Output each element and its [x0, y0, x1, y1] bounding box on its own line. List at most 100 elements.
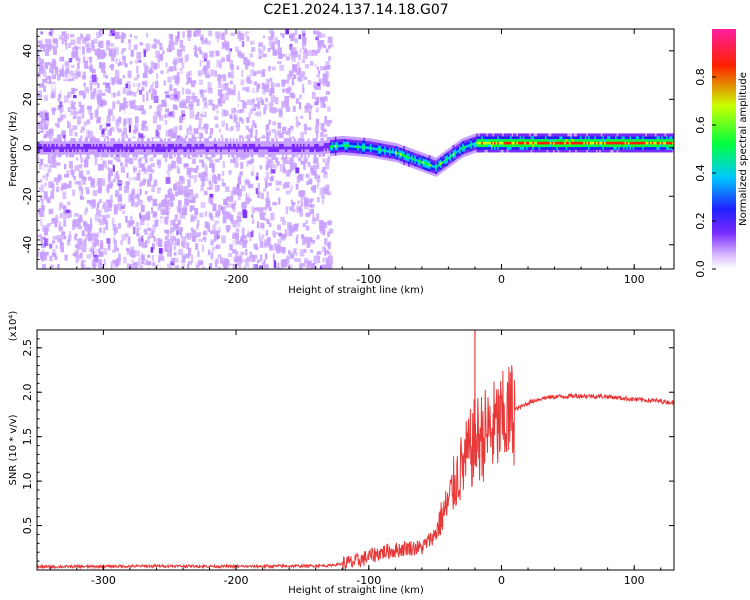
ridge-cell: [306, 146, 309, 150]
ridge-cell: [318, 143, 322, 147]
noise-cell: [57, 134, 61, 141]
noise-cell: [71, 104, 75, 110]
ridge-cell: [583, 149, 586, 153]
ridge-cell: [452, 155, 455, 159]
noise-cell: [98, 262, 103, 269]
ridge-cell: [326, 137, 330, 141]
ridge-cell: [538, 146, 541, 150]
noise-cell: [110, 194, 113, 202]
noise-cell: [209, 169, 214, 175]
noise-cell: [229, 244, 233, 251]
noise-cell: [221, 41, 224, 49]
ridge-cell: [573, 146, 576, 150]
noise-cell: [273, 260, 277, 268]
ridge-cell: [537, 149, 540, 153]
noise-cell: [174, 185, 178, 191]
ridge-cell: [164, 138, 167, 142]
ridge-cell: [302, 138, 306, 142]
ridge-cell: [193, 148, 196, 152]
ridge-cell: [68, 146, 72, 150]
ridge-cell: [564, 141, 567, 145]
ridge-cell: [285, 148, 288, 152]
noise-cell: [172, 42, 178, 46]
ridge-cell: [425, 167, 428, 171]
ridge-cell: [78, 148, 81, 152]
noise-cell: [142, 120, 147, 129]
noise-cell: [41, 125, 47, 130]
noise-cell: [56, 181, 59, 186]
noise-cell: [123, 101, 128, 109]
noise-cell: [195, 242, 199, 250]
ridge-cell: [102, 151, 105, 155]
ridge-cell: [263, 151, 266, 155]
noise-cell: [224, 40, 227, 48]
noise-cell: [295, 98, 299, 104]
noise-cell: [263, 259, 266, 264]
ridge-cell: [52, 151, 56, 155]
ridge-cell: [279, 154, 282, 158]
noise-cell: [152, 199, 158, 207]
noise-cell: [150, 105, 154, 111]
ridge-cell: [562, 136, 565, 140]
noise-cell: [91, 40, 95, 48]
ridge-cell: [79, 140, 83, 144]
ridge-cell: [342, 149, 345, 153]
ridge-cell: [463, 137, 466, 141]
ridge-cell: [113, 151, 116, 155]
noise-cell: [166, 235, 169, 242]
ridge-cell: [506, 138, 509, 142]
noise-cell: [198, 259, 201, 266]
ridge-cell: [135, 140, 138, 144]
ridge-cell: [228, 138, 231, 142]
ridge-cell: [127, 148, 130, 152]
noise-cell: [46, 44, 51, 52]
noise-cell: [328, 228, 334, 234]
noise-cell: [39, 58, 44, 65]
ridge-cell: [540, 144, 543, 148]
noise-cell: [164, 198, 168, 204]
ridge-cell: [578, 138, 581, 142]
ridge-cell: [216, 138, 220, 142]
ridge-cell: [465, 139, 468, 143]
noise-cell: [177, 182, 183, 190]
ridge-cell: [492, 149, 495, 153]
noise-cell: [149, 105, 152, 109]
noise-cell: [291, 47, 297, 55]
noise-cell: [212, 246, 215, 251]
ridge-cell: [358, 153, 361, 157]
ridge-cell: [247, 140, 250, 144]
ridge-cell: [337, 138, 341, 142]
noise-cell: [209, 159, 214, 167]
noise-cell: [257, 183, 260, 190]
ridge-cell: [586, 138, 589, 142]
ridge-cell: [349, 139, 352, 143]
noise-cell: [275, 157, 279, 164]
ridge-cell: [156, 148, 159, 152]
noise-cell: [147, 254, 151, 258]
noise-cell: [130, 246, 135, 253]
ridge-cell: [44, 146, 48, 150]
noise-cell: [322, 78, 327, 86]
ridge-cell: [306, 140, 309, 144]
ridge-cell: [374, 144, 377, 148]
ridge-cell: [478, 144, 481, 148]
ridge-cell: [57, 140, 60, 144]
ridge-cell: [56, 140, 59, 144]
noise-cell: [103, 248, 108, 255]
ridge-cell: [148, 146, 151, 150]
ridge-cell: [423, 164, 427, 168]
ridge-cell: [353, 139, 357, 143]
noise-cell: [141, 254, 145, 261]
ridge-cell: [302, 143, 306, 147]
noise-cell: [130, 251, 134, 257]
ridge-cell: [541, 133, 545, 137]
ridge-cell: [302, 154, 306, 158]
ridge-cell: [552, 136, 556, 140]
ridge-cell: [431, 167, 435, 171]
ridge-cell: [89, 140, 92, 144]
ridge-cell: [196, 140, 199, 144]
noise-cell: [285, 29, 289, 35]
noise-cell: [136, 233, 140, 237]
ridge-cell: [419, 165, 422, 169]
noise-cell: [307, 79, 312, 85]
